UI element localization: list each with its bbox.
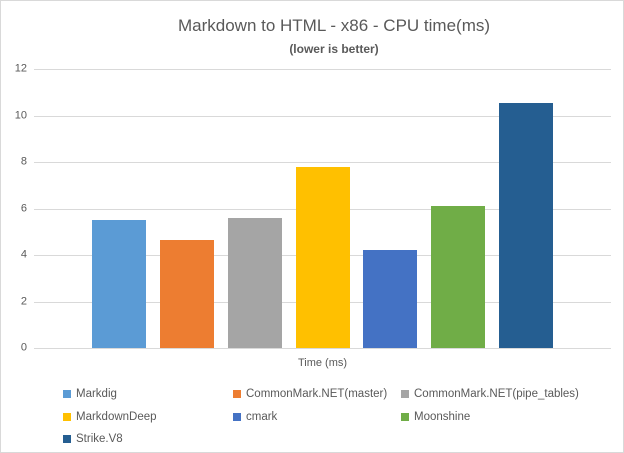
legend-marker bbox=[233, 412, 241, 421]
legend-label: Moonshine bbox=[414, 410, 471, 423]
legend-label: cmark bbox=[246, 410, 278, 423]
y-tick-label: 2 bbox=[20, 295, 27, 307]
legend-item: CommonMark.NET(pipe_tables) bbox=[401, 388, 623, 401]
legend-item: MarkdownDeep bbox=[63, 411, 233, 423]
legend-label: MarkdownDeep bbox=[76, 410, 157, 423]
bar-commonmark-net-pipe-tables- bbox=[227, 217, 282, 348]
y-tick-label: 10 bbox=[14, 109, 27, 121]
x-axis-label: Time (ms) bbox=[297, 357, 348, 369]
legend-item: CommonMark.NET(master) bbox=[233, 388, 401, 400]
bar-markdig bbox=[92, 220, 147, 348]
bar-strike-v8 bbox=[498, 102, 553, 348]
legend-label: Markdig bbox=[76, 388, 117, 401]
legend-marker bbox=[63, 412, 71, 421]
legend: Markdig CommonMark.NET(master) CommonMark.… bbox=[63, 383, 623, 451]
legend-marker bbox=[401, 412, 409, 421]
gridline bbox=[34, 162, 611, 163]
y-tick-label: 0 bbox=[20, 341, 27, 354]
gridline bbox=[34, 115, 611, 117]
legend-item: Moonshine bbox=[401, 410, 623, 423]
legend-item: Markdig bbox=[63, 388, 233, 400]
bar-commonmark-net-master- bbox=[159, 239, 214, 348]
legend-label: CommonMark.NET(master) bbox=[246, 388, 388, 401]
legend-label: Strike.V8 bbox=[76, 433, 123, 446]
bar-moonshine bbox=[431, 206, 486, 348]
y-tick-label: 6 bbox=[20, 202, 27, 214]
chart-subtitle: (lower is better) bbox=[289, 42, 379, 56]
legend-marker bbox=[63, 390, 71, 399]
y-axis-tick-labels: 0 2 4 6 8 10 12 bbox=[1, 63, 27, 353]
y-tick-label: 12 bbox=[14, 62, 27, 75]
y-tick-label: 8 bbox=[20, 155, 27, 168]
bar-markdowndeep bbox=[295, 166, 350, 348]
legend-marker bbox=[63, 435, 71, 444]
plot-area bbox=[34, 69, 611, 349]
gridline bbox=[34, 69, 611, 70]
bar-cmark bbox=[363, 250, 418, 348]
legend-marker bbox=[233, 390, 241, 399]
chart-title: Markdown to HTML - x86 - CPU time(ms) bbox=[177, 16, 491, 35]
gridline bbox=[34, 348, 611, 349]
legend-marker bbox=[401, 390, 409, 399]
legend-item: Strike.V8 bbox=[63, 433, 233, 445]
legend-item: cmark bbox=[233, 411, 401, 423]
legend-label: CommonMark.NET(pipe_tables) bbox=[414, 388, 579, 401]
y-tick-label: 4 bbox=[20, 248, 27, 261]
